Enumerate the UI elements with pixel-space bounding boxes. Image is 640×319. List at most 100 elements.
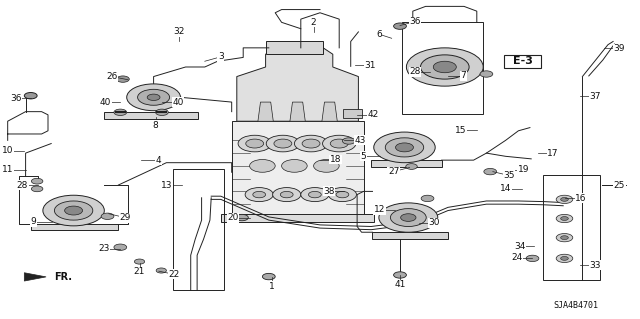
Text: 15: 15	[455, 126, 467, 135]
Text: 38: 38	[323, 187, 335, 196]
Circle shape	[114, 244, 127, 250]
Circle shape	[54, 201, 93, 220]
Text: 26: 26	[106, 72, 118, 81]
Text: 37: 37	[589, 92, 601, 101]
Circle shape	[433, 61, 456, 73]
Circle shape	[134, 259, 145, 264]
Circle shape	[266, 135, 300, 152]
Text: 7: 7	[461, 71, 466, 80]
Text: 34: 34	[514, 242, 525, 251]
Text: 12: 12	[374, 205, 385, 214]
Text: 25: 25	[614, 181, 625, 189]
Polygon shape	[371, 160, 442, 167]
Circle shape	[561, 217, 568, 220]
Text: 11: 11	[2, 165, 13, 174]
Bar	[543, 175, 600, 280]
Circle shape	[116, 76, 129, 82]
Text: 20: 20	[227, 213, 239, 222]
Text: 36: 36	[10, 94, 22, 103]
Text: 31: 31	[364, 61, 376, 70]
Circle shape	[556, 214, 573, 223]
Text: 23: 23	[99, 244, 110, 253]
Text: 16: 16	[575, 194, 587, 203]
Circle shape	[314, 160, 339, 172]
Circle shape	[138, 89, 170, 105]
Circle shape	[342, 138, 355, 144]
Circle shape	[156, 268, 166, 273]
Text: 2: 2	[311, 18, 316, 27]
Circle shape	[396, 143, 413, 152]
Circle shape	[273, 188, 301, 202]
Circle shape	[561, 256, 568, 260]
Text: 21: 21	[134, 267, 145, 276]
Circle shape	[385, 138, 424, 157]
Circle shape	[114, 109, 127, 115]
Circle shape	[127, 84, 180, 111]
Text: 39: 39	[614, 44, 625, 53]
Text: 41: 41	[394, 280, 406, 289]
Text: 19: 19	[518, 165, 529, 174]
Text: 14: 14	[500, 184, 511, 193]
Circle shape	[253, 191, 266, 198]
Text: 9: 9	[31, 217, 36, 226]
Circle shape	[421, 195, 434, 202]
Text: 33: 33	[589, 261, 601, 270]
Circle shape	[238, 135, 271, 152]
Circle shape	[262, 273, 275, 280]
Circle shape	[561, 197, 568, 201]
Circle shape	[245, 188, 273, 202]
Text: 3: 3	[218, 52, 223, 61]
Text: 4: 4	[156, 156, 161, 165]
Text: 10: 10	[2, 146, 13, 155]
Circle shape	[374, 132, 435, 163]
Text: 5: 5	[361, 152, 366, 161]
Text: 24: 24	[511, 253, 523, 262]
Circle shape	[390, 209, 426, 226]
Text: 13: 13	[161, 181, 172, 189]
Circle shape	[379, 203, 438, 232]
Text: 42: 42	[367, 110, 379, 119]
Bar	[504, 55, 541, 68]
Circle shape	[236, 214, 248, 221]
Circle shape	[301, 188, 329, 202]
Circle shape	[65, 206, 83, 215]
Text: 18: 18	[330, 155, 341, 164]
Circle shape	[302, 139, 320, 148]
Polygon shape	[258, 102, 273, 121]
Circle shape	[394, 23, 406, 29]
Text: 35: 35	[503, 171, 515, 180]
Circle shape	[246, 139, 264, 148]
Polygon shape	[290, 102, 305, 121]
Polygon shape	[237, 48, 358, 121]
Polygon shape	[24, 273, 46, 281]
Polygon shape	[266, 41, 323, 54]
Text: 40: 40	[100, 98, 111, 107]
Circle shape	[556, 234, 573, 242]
Text: 27: 27	[388, 167, 399, 176]
Polygon shape	[372, 232, 448, 239]
Circle shape	[394, 272, 406, 278]
Circle shape	[556, 254, 573, 263]
Text: FR.: FR.	[54, 272, 72, 282]
Circle shape	[401, 214, 416, 221]
Circle shape	[406, 48, 483, 86]
Circle shape	[101, 213, 114, 219]
Circle shape	[420, 55, 469, 79]
Circle shape	[484, 168, 497, 175]
Bar	[173, 169, 224, 290]
Circle shape	[308, 191, 321, 198]
Text: 30: 30	[428, 218, 440, 227]
Circle shape	[336, 191, 349, 198]
Text: 32: 32	[173, 27, 185, 36]
Circle shape	[294, 135, 328, 152]
Polygon shape	[31, 224, 118, 230]
Circle shape	[330, 139, 348, 148]
Polygon shape	[322, 102, 337, 121]
Circle shape	[561, 236, 568, 240]
Text: 17: 17	[547, 149, 559, 158]
Circle shape	[480, 71, 493, 77]
Circle shape	[43, 195, 104, 226]
Circle shape	[526, 255, 539, 262]
Circle shape	[156, 109, 168, 115]
Text: 22: 22	[168, 270, 180, 279]
